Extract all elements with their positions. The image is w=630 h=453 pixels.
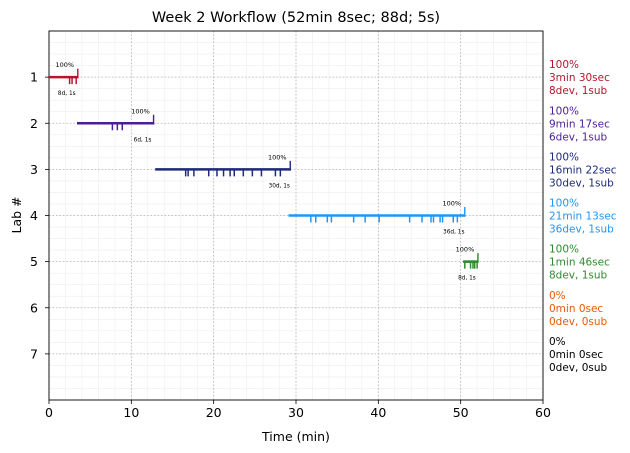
summary-line: 30dev, 1sub [549,177,614,189]
summary-line: 36dev, 1sub [549,224,614,236]
summary-line: 0dev, 0sub [549,316,608,328]
summary-line: 1min 46sec [549,257,610,269]
axes-frame [48,30,544,401]
percent-label: 100% [268,153,287,161]
summary-line: 3min 30sec [549,72,610,84]
chart-title: Week 2 Workflow (52min 8sec; 88d; 5s) [152,10,440,26]
x-tick-label: 40 [370,405,386,420]
summary-line: 100% [549,105,579,117]
x-tick-label: 20 [206,405,222,420]
summary-line: 0dev, 0sub [549,362,608,374]
y-axis-label: Lab # [9,196,24,233]
summary-line: 0% [549,290,566,302]
y-tick-label: 6 [30,300,38,315]
summary-line: 100% [549,151,579,163]
percent-label: 100% [442,200,461,208]
percent-label: 100% [131,107,150,115]
x-tick-label: 50 [453,405,469,420]
summary-line: 8dev, 1sub [549,270,608,282]
summary-line: 100% [549,244,579,256]
count-label: 8d, 1s [458,276,476,282]
count-label: 30d, 1s [269,183,290,189]
percent-label: 100% [56,61,75,69]
y-tick-label: 7 [30,346,38,361]
y-tick-label: 3 [30,162,38,177]
count-label: 8d, 1s [58,91,76,97]
x-tick-label: 30 [288,405,304,420]
percent-label: 100% [456,246,475,254]
summary-line: 100% [549,59,579,71]
summary-line: 0min 0sec [549,303,603,315]
count-label: 6d, 1s [134,137,152,143]
x-tick-label: 10 [123,405,139,420]
x-axis-label: Time (min) [261,429,330,444]
x-tick-label: 60 [535,405,551,420]
summary-line: 21min 13sec [549,211,617,223]
y-tick-label: 1 [30,70,38,85]
summary-line: 16min 22sec [549,164,617,176]
summary-line: 100% [549,198,579,210]
y-tick-label: 2 [30,116,38,131]
summary-line: 8dev, 1sub [549,85,608,97]
summary-line: 9min 17sec [549,118,610,130]
y-tick-label: 4 [30,208,38,223]
summary-line: 0% [549,336,566,348]
y-tick-label: 5 [30,254,38,269]
count-label: 36d, 1s [443,230,464,236]
x-tick-label: 0 [45,405,53,420]
summary-line: 6dev, 1sub [549,131,608,143]
summary-line: 0min 0sec [549,349,603,361]
